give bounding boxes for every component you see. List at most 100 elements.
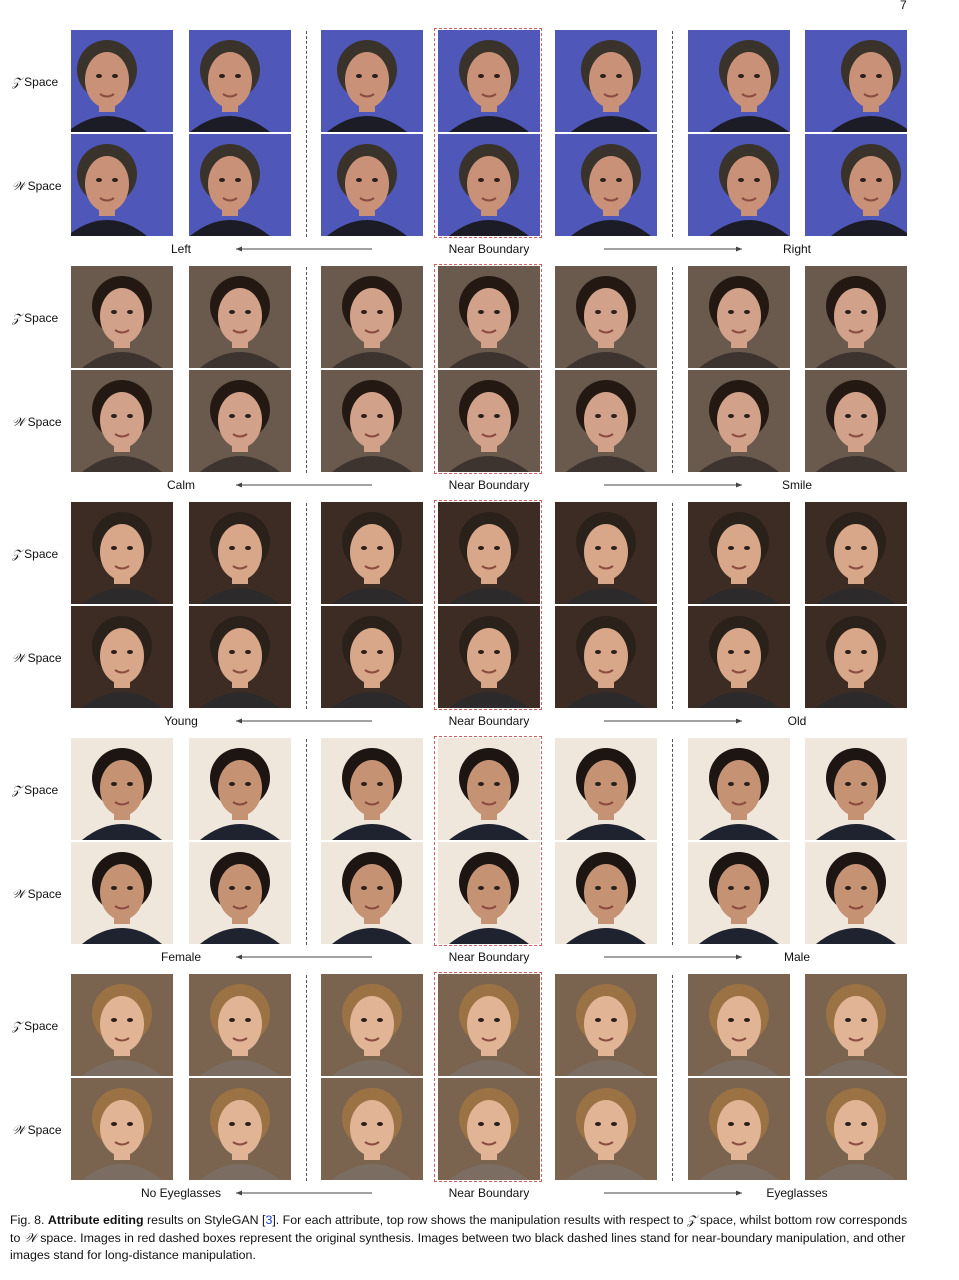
face-thumbnail <box>438 502 540 604</box>
face-image <box>805 502 907 604</box>
face-thumbnail <box>555 606 657 708</box>
face-image <box>555 738 657 840</box>
right-arrow-shape <box>604 954 742 960</box>
left-arrow <box>236 1188 372 1198</box>
face-thumbnail <box>555 842 657 944</box>
w-space-label: 𝒲 Space <box>12 651 68 666</box>
face-image <box>438 606 540 708</box>
face-thumbnail <box>555 974 657 1076</box>
face-image <box>688 370 790 472</box>
face-thumbnail <box>189 606 291 708</box>
face-thumbnail <box>71 1078 173 1180</box>
face-thumbnail <box>805 266 907 368</box>
near-boundary-separator <box>306 267 307 473</box>
face-thumbnail <box>555 502 657 604</box>
face-thumbnail <box>71 842 173 944</box>
face-image <box>555 502 657 604</box>
face-image <box>321 842 423 944</box>
face-thumbnail <box>805 502 907 604</box>
right-arrow-shape <box>604 246 742 252</box>
attribute-panel: 𝒵 Space 𝒲 Space Left Near Boundary Right <box>0 28 959 266</box>
z-space-symbol: 𝒵 <box>12 1019 22 1033</box>
near-boundary-separator <box>306 31 307 237</box>
face-thumbnail <box>189 1078 291 1180</box>
face-image <box>438 502 540 604</box>
original-synthesis-box <box>434 28 542 238</box>
face-image <box>189 30 291 132</box>
face-thumbnail <box>805 1078 907 1180</box>
face-image <box>438 1078 540 1180</box>
face-thumbnail <box>688 738 790 840</box>
face-thumbnail <box>189 134 291 236</box>
attribute-panel: 𝒵 Space 𝒲 Space Young Near Boundary Old <box>0 500 959 738</box>
right-arrow <box>604 716 742 726</box>
face-image <box>438 370 540 472</box>
face-image <box>71 370 173 472</box>
face-image <box>321 502 423 604</box>
left-attribute-label: Left <box>170 242 191 256</box>
face-thumbnail <box>805 370 907 472</box>
face-image <box>805 266 907 368</box>
face-image <box>805 370 907 472</box>
near-boundary-separator <box>672 31 673 237</box>
face-image <box>189 266 291 368</box>
face-image <box>805 1078 907 1180</box>
face-thumbnail <box>688 606 790 708</box>
caption-bold: Attribute editing <box>47 1213 144 1227</box>
caption-citation-link[interactable]: 3 <box>265 1213 273 1227</box>
original-synthesis-box <box>434 264 542 474</box>
face-image <box>688 974 790 1076</box>
right-arrow-shape <box>604 718 742 724</box>
face-image <box>189 1078 291 1180</box>
left-arrow-shape <box>236 1190 372 1196</box>
face-thumbnail <box>688 842 790 944</box>
z-space-label: 𝒵 Space <box>12 75 68 90</box>
face-thumbnail <box>71 974 173 1076</box>
w-space-symbol: 𝒲 <box>12 887 25 901</box>
right-arrow <box>604 244 742 254</box>
z-space-text: Space <box>24 75 59 89</box>
face-image <box>555 606 657 708</box>
w-space-label: 𝒲 Space <box>12 1123 68 1138</box>
face-thumbnail <box>71 134 173 236</box>
face-thumbnail <box>71 30 173 132</box>
face-image <box>71 502 173 604</box>
near-boundary-label: Near Boundary <box>448 714 530 728</box>
right-attribute-label: Male <box>783 950 810 964</box>
original-synthesis-box <box>434 972 542 1182</box>
face-image <box>189 502 291 604</box>
face-thumbnail <box>555 370 657 472</box>
face-thumbnail <box>805 738 907 840</box>
face-image <box>438 30 540 132</box>
face-thumbnail <box>321 1078 423 1180</box>
face-image <box>71 134 173 236</box>
face-image <box>555 134 657 236</box>
w-space-text: Space <box>27 651 62 665</box>
w-space-symbol: 𝒲 <box>12 1123 25 1137</box>
face-thumbnail <box>189 502 291 604</box>
face-image <box>555 30 657 132</box>
near-boundary-separator <box>306 975 307 1181</box>
face-image <box>805 30 907 132</box>
z-space-text: Space <box>24 547 59 561</box>
face-thumbnail <box>71 606 173 708</box>
w-space-label: 𝒲 Space <box>12 887 68 902</box>
face-image <box>438 738 540 840</box>
left-attribute-label: Calm <box>166 478 195 492</box>
w-space-symbol: 𝒲 <box>12 415 25 429</box>
face-thumbnail <box>688 266 790 368</box>
w-space-text: Space <box>27 887 62 901</box>
right-arrow <box>604 952 742 962</box>
left-arrow-shape <box>236 954 372 960</box>
z-space-label: 𝒵 Space <box>12 783 68 798</box>
face-image <box>805 842 907 944</box>
left-arrow-shape <box>236 246 372 252</box>
face-thumbnail <box>189 370 291 472</box>
face-thumbnail <box>71 502 173 604</box>
caption-text-4: space. Images in red dashed boxes repres… <box>10 1231 906 1262</box>
page-number: 7 <box>900 0 907 12</box>
face-thumbnail <box>555 1078 657 1180</box>
face-thumbnail <box>321 842 423 944</box>
near-boundary-separator <box>672 503 673 709</box>
face-image <box>189 134 291 236</box>
